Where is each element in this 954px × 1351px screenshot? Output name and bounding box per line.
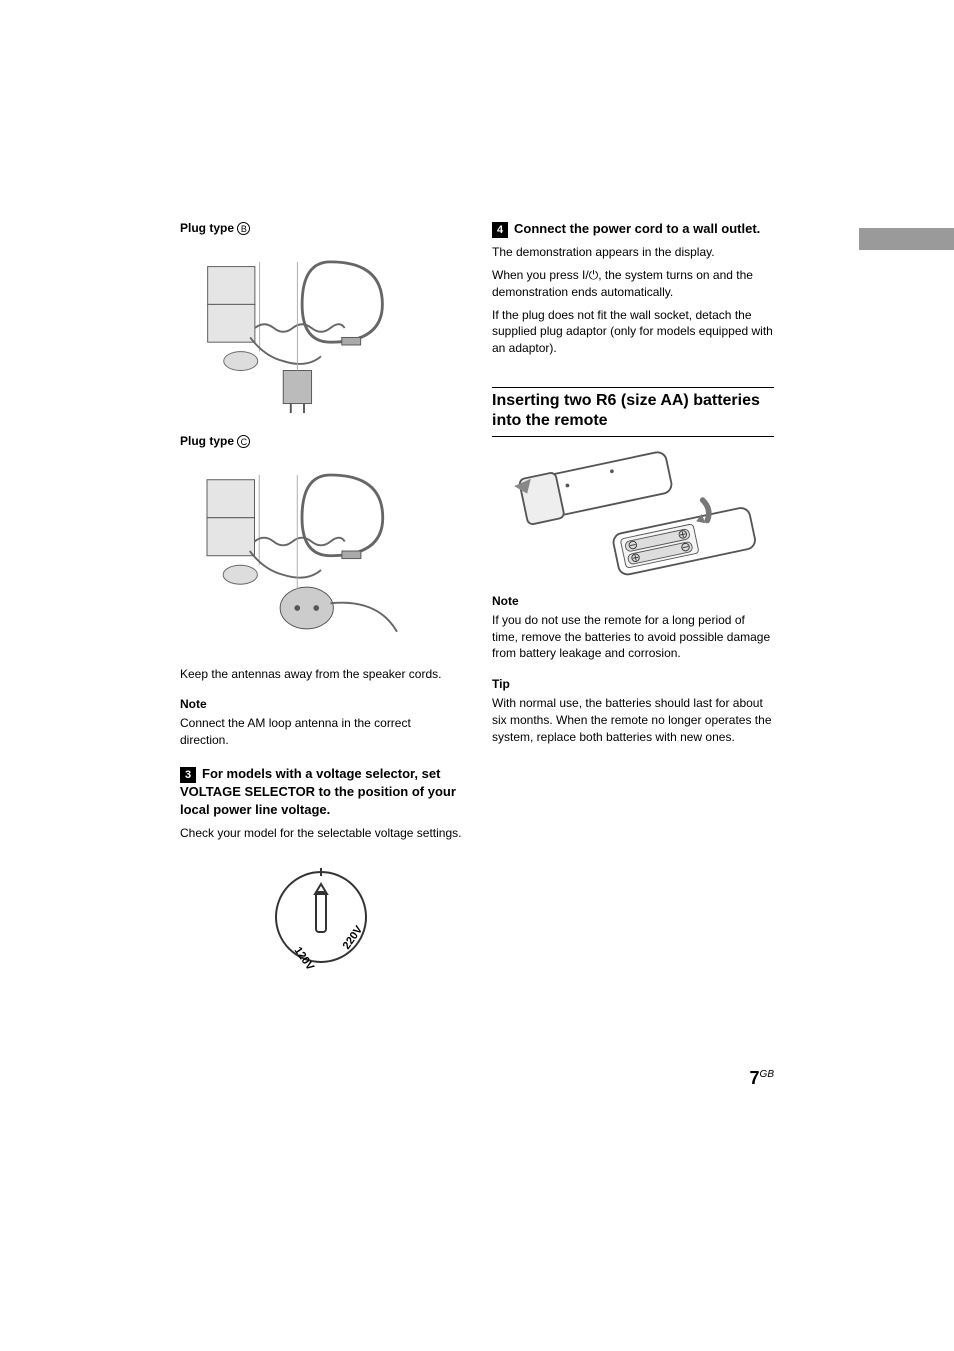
content-columns: Plug type B — [180, 220, 774, 977]
step-4-body1: The demonstration appears in the display… — [492, 244, 774, 261]
page-number: 7GB — [750, 1066, 774, 1091]
tip-heading: Tip — [492, 676, 774, 693]
left-column: Plug type B — [180, 220, 462, 977]
step-3-body: Check your model for the selectable volt… — [180, 825, 462, 842]
note-heading-left: Note — [180, 696, 462, 713]
antenna-body-text: Keep the antennas away from the speaker … — [180, 666, 462, 683]
note-body-right: If you do not use the remote for a long … — [492, 612, 774, 662]
plug-type-c-label: Plug type C — [180, 433, 462, 450]
right-column: 4 Connect the power cord to a wall outlet… — [492, 220, 774, 977]
step-4-title: Connect the power cord to a wall outlet. — [514, 221, 760, 236]
battery-section-heading: Inserting two R6 (size AA) batteries int… — [492, 387, 774, 437]
voltage-dial-illustration: 120V 220V — [180, 862, 462, 977]
note-heading-right: Note — [492, 593, 774, 610]
step-3-header: 3For models with a voltage selector, set… — [180, 765, 462, 820]
plug-c-illustration — [180, 456, 462, 646]
step-3: 3For models with a voltage selector, set… — [180, 765, 462, 842]
note-body-left: Connect the AM loop antenna in the corre… — [180, 715, 462, 749]
step-3-title: For models with a voltage selector, set … — [180, 766, 456, 817]
step-4-body3: If the plug does not fit the wall socket… — [492, 307, 774, 357]
remote-battery-illustration — [492, 449, 774, 579]
page-number-value: 7 — [750, 1068, 760, 1088]
plug-c-prefix: Plug type — [180, 434, 237, 448]
plug-c-letter: C — [237, 435, 250, 448]
step-4: 4 Connect the power cord to a wall outlet… — [492, 220, 774, 357]
step-4-num: 4 — [492, 222, 508, 238]
tip-body: With normal use, the batteries should la… — [492, 695, 774, 745]
step-4-header: 4 Connect the power cord to a wall outlet… — [492, 220, 774, 238]
plug-b-prefix: Plug type — [180, 221, 237, 235]
step4-b2-pre: When you press — [492, 268, 582, 282]
power-icon: I/⏻ — [582, 268, 598, 282]
step-3-num: 3 — [180, 767, 196, 783]
side-tab — [859, 228, 954, 250]
plug-type-b-label: Plug type B — [180, 220, 462, 237]
svg-text:120V: 120V — [292, 945, 317, 972]
plug-b-illustration — [180, 243, 462, 413]
plug-b-letter: B — [237, 222, 250, 235]
page-lang: GB — [760, 1069, 774, 1080]
step-4-body2: When you press I/⏻, the system turns on … — [492, 267, 774, 301]
